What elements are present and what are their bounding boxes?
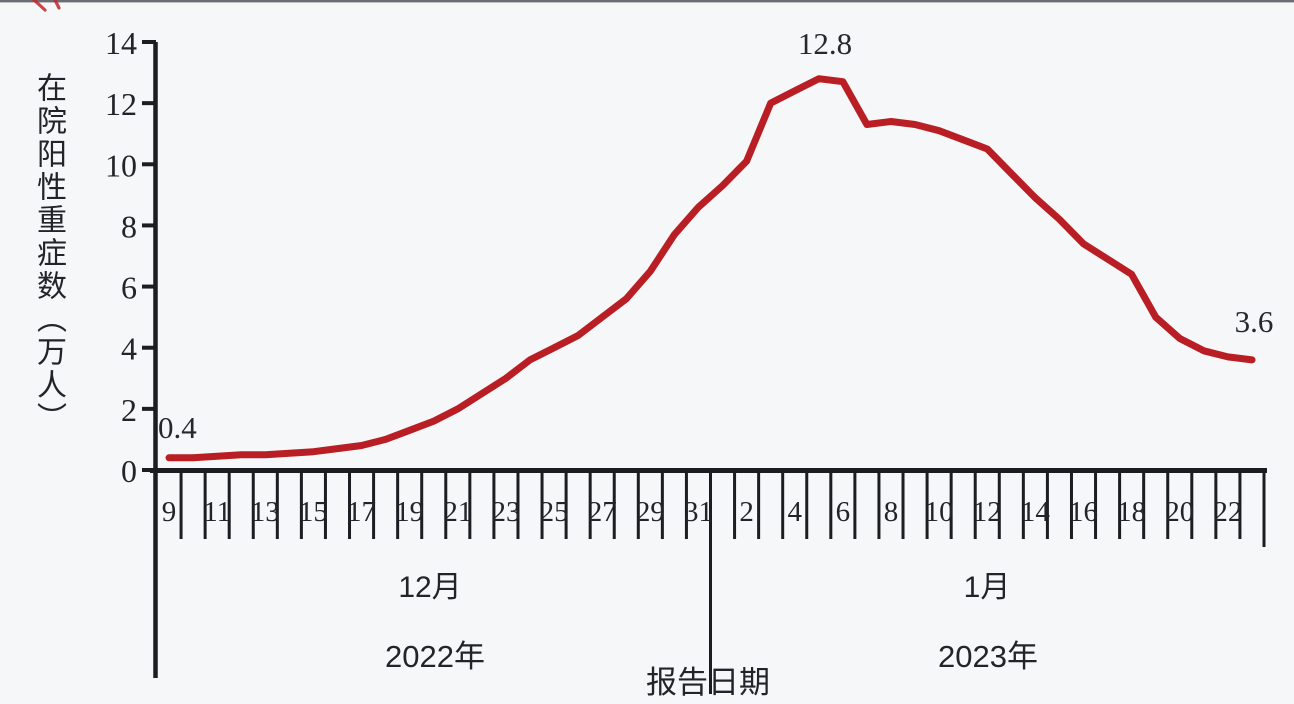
y-axis-tick-label: 4 xyxy=(121,331,137,367)
page-top-edge xyxy=(0,0,1294,3)
y-axis-tick-label: 14 xyxy=(105,25,137,61)
x-axis-tick-label: 31 xyxy=(684,496,713,528)
y-axis-tick-label: 2 xyxy=(121,392,137,428)
x-axis-tick-label: 13 xyxy=(251,496,280,528)
value-label-peak: 12.8 xyxy=(797,26,853,61)
x-axis-tick-label: 19 xyxy=(395,496,424,528)
x-axis-tick-label: 6 xyxy=(836,496,851,528)
x-axis-tick-label: 23 xyxy=(491,496,520,528)
x-axis-tick-label: 15 xyxy=(299,496,328,528)
x-axis-tick-label: 10 xyxy=(925,496,954,528)
x-axis-tick-label: 21 xyxy=(443,496,472,528)
x-axis-tick-label: 4 xyxy=(787,496,802,528)
x-axis-tick-label: 16 xyxy=(1069,496,1098,528)
y-axis-title: 在院阳性重症数（万人） xyxy=(32,72,65,435)
x-axis-tick-label: 8 xyxy=(884,496,899,528)
x-axis-tick-label: 18 xyxy=(1117,496,1146,528)
red-scan-mark xyxy=(32,0,61,12)
value-label-start: 0.4 xyxy=(158,410,197,445)
x-axis-tick-label: 9 xyxy=(162,496,177,528)
x-axis-caption: 报告日期 xyxy=(646,665,770,700)
x-axis-tick-label: 25 xyxy=(540,496,569,528)
x-axis-tick-label: 27 xyxy=(588,496,617,528)
month-label-january: 1月 xyxy=(963,571,1011,604)
x-axis-tick-label: 14 xyxy=(1021,496,1051,528)
y-axis-tick-label: 10 xyxy=(105,147,137,183)
x-axis-tick-label: 11 xyxy=(203,496,231,528)
value-label-end: 3.6 xyxy=(1234,304,1274,339)
x-axis-tick-label: 20 xyxy=(1165,496,1194,528)
month-label-december: 12月 xyxy=(398,571,462,604)
severe-cases-line xyxy=(165,75,1256,462)
x-axis-tick-label: 17 xyxy=(347,496,376,528)
year-label-2023: 2023年 xyxy=(938,639,1038,674)
y-axis-tick-label: 0 xyxy=(121,453,137,489)
y-axis-tick-label: 6 xyxy=(121,270,137,306)
x-axis-tick-label: 29 xyxy=(636,496,665,528)
x-axis-tick-label: 22 xyxy=(1213,496,1242,528)
y-axis-tick-label: 12 xyxy=(105,86,137,122)
year-label-2022: 2022年 xyxy=(385,639,485,674)
y-axis-tick-label: 8 xyxy=(121,208,137,244)
x-axis-tick-label: 2 xyxy=(739,496,754,528)
x-axis-tick-label: 12 xyxy=(973,496,1002,528)
